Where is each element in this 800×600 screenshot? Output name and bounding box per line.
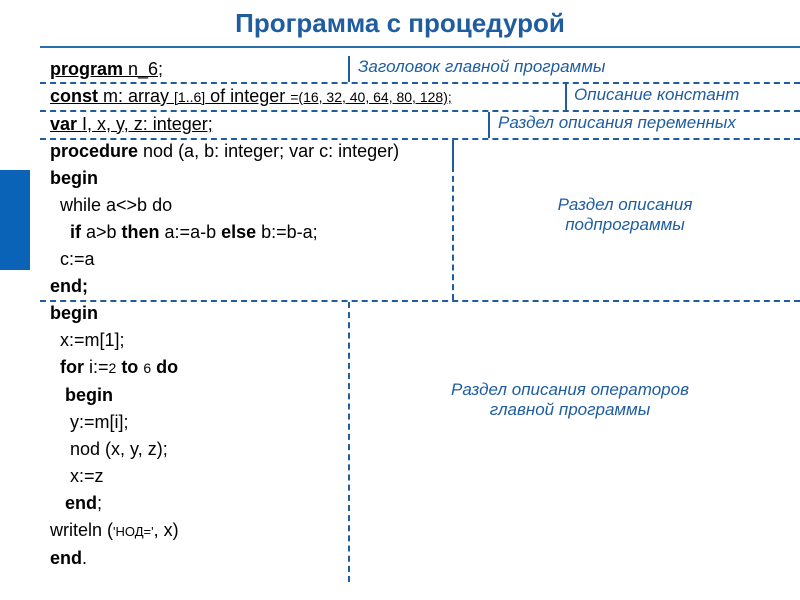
code-l12b: i:= [84, 357, 109, 377]
kw-if: if [50, 222, 81, 242]
kw-for: for [50, 357, 84, 377]
code-l2c: [1..6] [174, 89, 205, 105]
kw-else: else [221, 222, 256, 242]
code-l3b: I, x, y, z: integer; [77, 114, 213, 134]
code-l5: begin [50, 165, 790, 192]
slide-title: Программа с процедурой [0, 0, 800, 39]
code-l7b: a>b [81, 222, 122, 242]
code-l18b: 'НОД=' [113, 524, 154, 539]
kw-program: program [50, 59, 123, 79]
code-l14: y:=m[i]; [50, 409, 790, 436]
code-l18a: writeln ( [50, 520, 113, 540]
code-l4: procedure nod (a, b: integer; var c: int… [50, 138, 790, 165]
code-l11: x:=m[1]; [50, 327, 790, 354]
kw-to: to [116, 357, 143, 377]
code-l2b: m: array [98, 86, 174, 106]
top-separator [40, 46, 800, 48]
code-l2e: =(16, 32, 40, 64, 80, 128); [290, 89, 452, 105]
code-l18: writeln ('НОД=', x) [50, 517, 790, 545]
code-l12: for i:=2 to 6 do [50, 354, 790, 382]
code-l2d: of integer [205, 86, 290, 106]
kw-end-inner: end [50, 493, 97, 513]
kw-const: const [50, 86, 98, 106]
kw-then: then [122, 222, 160, 242]
kw-do: do [151, 357, 178, 377]
code-l7f: b:=b-a; [256, 222, 318, 242]
code-l9: end; [50, 273, 790, 300]
code-l10: begin [50, 300, 790, 327]
kw-procedure: procedure [50, 141, 138, 161]
code-l18c: , x) [154, 520, 179, 540]
code-l2: const m: array [1..6] of integer =(16, 3… [50, 83, 790, 111]
code-l13: begin [50, 382, 790, 409]
page-root: Программа с процедурой Заголовок главной… [0, 0, 800, 600]
code-l16: x:=z [50, 463, 790, 490]
blue-side-bar [0, 170, 30, 270]
code-l7d: a:=a-b [160, 222, 222, 242]
code-l6: while a<>b do [50, 192, 790, 219]
code-l1b: n_6; [123, 59, 163, 79]
kw-var: var [50, 114, 77, 134]
code-l3: var I, x, y, z: integer; [50, 111, 790, 138]
kw-end-final: end [50, 548, 82, 568]
code-l1: program n_6; [50, 56, 790, 83]
code-l7: if a>b then a:=a-b else b:=b-a; [50, 219, 790, 246]
code-l17b: ; [97, 493, 102, 513]
code-block: program n_6; const m: array [1..6] of in… [50, 56, 790, 572]
code-l4b: nod (a, b: integer; var c: integer) [138, 141, 399, 161]
code-l17: end; [50, 490, 790, 517]
code-l15: nod (x, y, z); [50, 436, 790, 463]
code-l8: c:=a [50, 246, 790, 273]
code-l12e: 6 [143, 360, 151, 376]
code-dot: . [82, 548, 87, 568]
code-l19: end. [50, 545, 790, 572]
